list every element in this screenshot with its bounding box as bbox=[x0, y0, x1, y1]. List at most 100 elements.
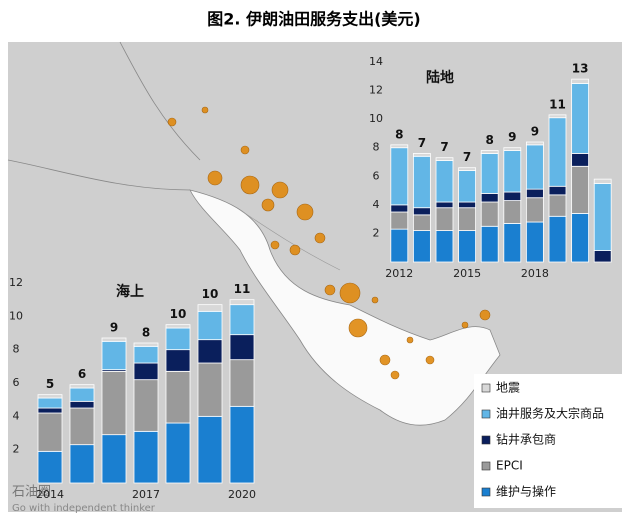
y-tick-label: 6 bbox=[373, 169, 380, 182]
bar-segment bbox=[503, 147, 522, 151]
bar-segment bbox=[480, 153, 499, 194]
chart-title: 陆地 bbox=[426, 69, 454, 86]
x-tick-label: 2020 bbox=[228, 488, 256, 501]
y-tick-label: 8 bbox=[373, 141, 380, 154]
bar-segment bbox=[435, 207, 454, 231]
total-label: 10 bbox=[170, 307, 187, 321]
bar-segment bbox=[165, 324, 191, 329]
legend-label: 钻井承包商 bbox=[496, 432, 556, 447]
bar-segment bbox=[458, 170, 476, 203]
bar-segment bbox=[503, 200, 522, 224]
total-label: 5 bbox=[46, 377, 54, 391]
watermark-slogan: Go with independent thinker bbox=[12, 503, 156, 514]
chart-title: 海上 bbox=[116, 283, 144, 300]
bar-segment bbox=[390, 211, 409, 230]
x-tick-label: 2012 bbox=[385, 267, 413, 280]
bar-segment bbox=[435, 201, 454, 209]
bar-segment bbox=[571, 83, 589, 154]
bar-segment bbox=[229, 304, 255, 336]
total-label: 11 bbox=[549, 97, 566, 111]
bar-segment bbox=[526, 188, 544, 199]
bar-segment bbox=[458, 207, 476, 231]
watermark-brand: 石油圈 bbox=[12, 485, 51, 500]
legend-label: 油井服务及大宗商品 bbox=[496, 406, 604, 421]
bar-segment bbox=[413, 155, 431, 209]
legend-label: 地震 bbox=[496, 381, 520, 395]
bar-segment bbox=[548, 114, 567, 119]
bar-segment bbox=[197, 362, 223, 417]
x-tick-label: 2015 bbox=[453, 267, 481, 280]
y-tick-label: 10 bbox=[9, 309, 23, 322]
x-tick-label: 2018 bbox=[521, 267, 549, 280]
bar-segment bbox=[101, 370, 127, 436]
bar-segment bbox=[593, 250, 612, 263]
total-label: 6 bbox=[78, 367, 86, 381]
bar-segment bbox=[593, 178, 612, 184]
bar-segment bbox=[133, 430, 159, 484]
bar-segment bbox=[571, 78, 589, 84]
bar-segment bbox=[413, 214, 431, 231]
bar-segment bbox=[197, 310, 223, 341]
bar-segment bbox=[69, 444, 95, 484]
total-label: 11 bbox=[234, 282, 251, 296]
bar-segment bbox=[526, 144, 544, 190]
bar-segment bbox=[571, 165, 589, 214]
bar-segment bbox=[197, 339, 223, 364]
bar-segment bbox=[503, 223, 522, 263]
bar-segment bbox=[229, 299, 255, 306]
bar-segment bbox=[526, 141, 544, 146]
bar-segment bbox=[548, 185, 567, 196]
bar-segment bbox=[37, 450, 63, 484]
bar-segment bbox=[435, 230, 454, 263]
total-label: 9 bbox=[110, 321, 118, 335]
bar-segment bbox=[480, 201, 499, 227]
bar-segment bbox=[229, 405, 255, 484]
bar-segment bbox=[458, 167, 476, 171]
bar-segment bbox=[37, 394, 63, 399]
bar-segment bbox=[197, 304, 223, 312]
bar-segment bbox=[413, 153, 431, 157]
y-tick-label: 4 bbox=[13, 409, 20, 422]
bar-segment bbox=[548, 117, 567, 187]
bar-segment bbox=[503, 150, 522, 193]
total-label: 8 bbox=[486, 133, 494, 147]
total-label: 7 bbox=[440, 140, 448, 154]
bar-segment bbox=[133, 345, 159, 364]
bar-segment bbox=[548, 215, 567, 263]
bar-segment bbox=[229, 334, 255, 361]
bar-segment bbox=[69, 407, 95, 446]
y-tick-label: 2 bbox=[13, 443, 20, 456]
bar-segment bbox=[526, 221, 544, 263]
bar-segment bbox=[165, 422, 191, 484]
bar-segment bbox=[548, 194, 567, 217]
total-label: 10 bbox=[202, 287, 219, 301]
bar-segment bbox=[101, 337, 127, 342]
bar-segment bbox=[37, 407, 63, 414]
bar-segment bbox=[69, 400, 95, 409]
bar-segment bbox=[458, 230, 476, 263]
bar-segment bbox=[390, 144, 409, 149]
bar-segment bbox=[133, 379, 159, 432]
bar-segment bbox=[165, 349, 191, 372]
bar-segment bbox=[593, 183, 612, 251]
y-tick-label: 14 bbox=[369, 55, 383, 68]
bar-segment bbox=[390, 147, 409, 206]
bar-segment bbox=[480, 150, 499, 154]
bar-segment bbox=[165, 327, 191, 351]
y-tick-label: 8 bbox=[13, 343, 20, 356]
bar-segment bbox=[503, 191, 522, 201]
bar-segment bbox=[480, 193, 499, 203]
x-tick-label: 2017 bbox=[132, 488, 160, 501]
bar-segment bbox=[458, 201, 476, 209]
total-label: 9 bbox=[531, 125, 539, 139]
bar-segment bbox=[413, 230, 431, 263]
total-label: 9 bbox=[508, 130, 516, 144]
legend-swatch bbox=[481, 435, 491, 445]
y-tick-label: 4 bbox=[373, 198, 380, 211]
bar-segment bbox=[526, 197, 544, 223]
bar-segment bbox=[133, 362, 159, 381]
total-label: 7 bbox=[418, 136, 426, 150]
total-label: 8 bbox=[395, 127, 403, 141]
